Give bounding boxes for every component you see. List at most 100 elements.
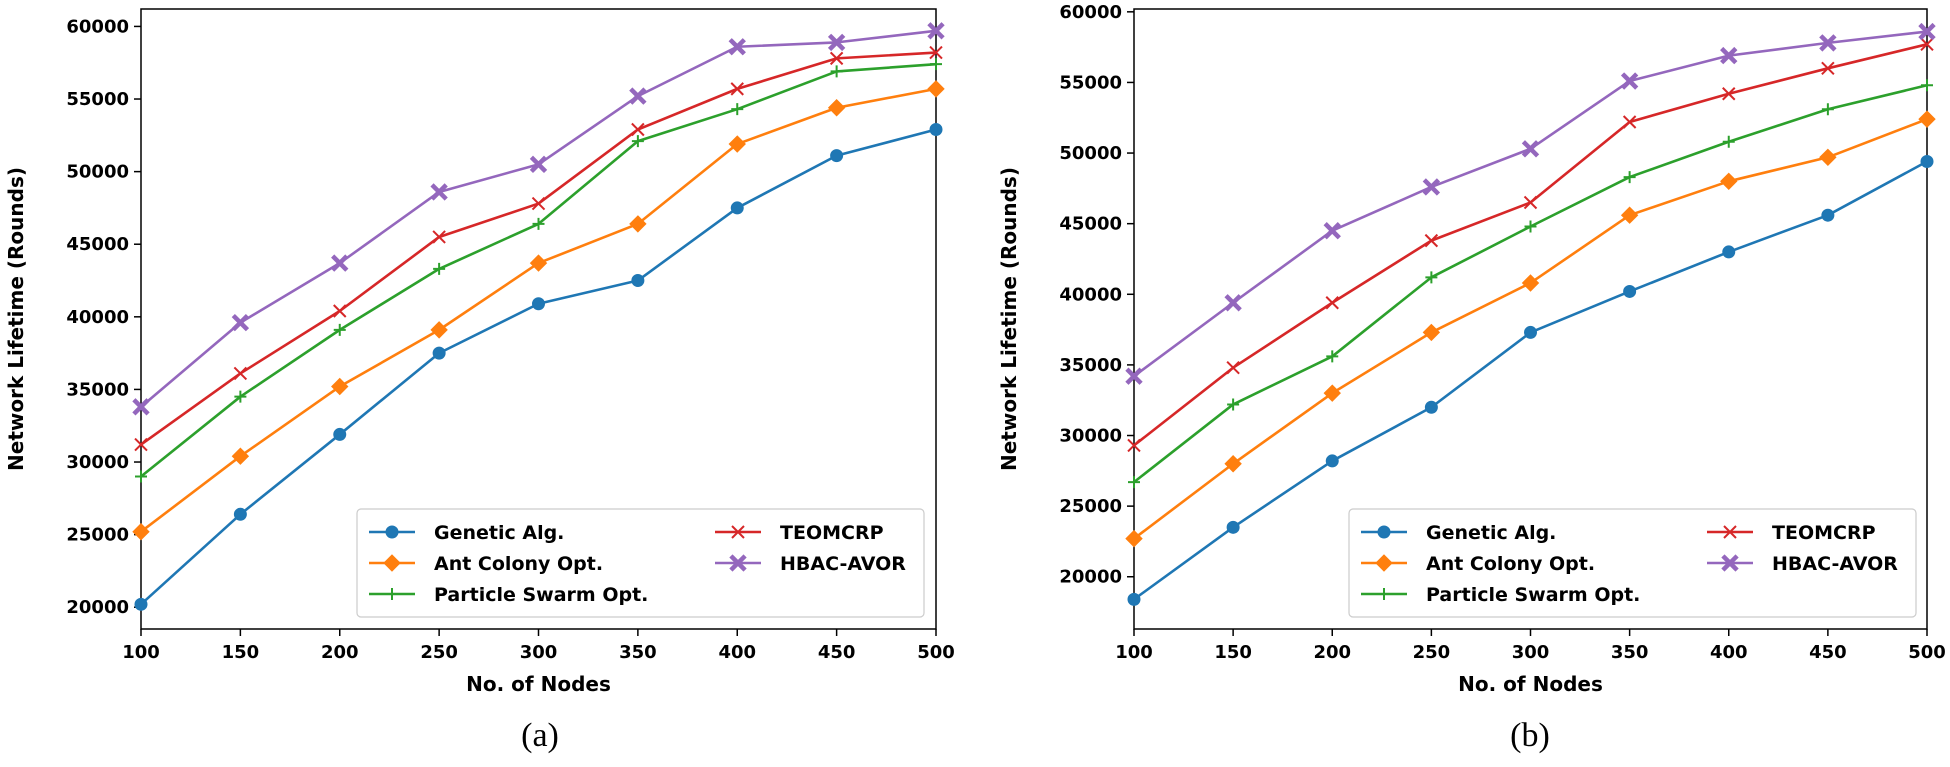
- data-point: [1521, 274, 1540, 292]
- x-tick-label: 150: [1214, 642, 1252, 663]
- y-tick-label: 50000: [66, 162, 129, 183]
- data-point: [331, 377, 349, 396]
- data-point: [829, 51, 844, 66]
- data-point: [830, 65, 843, 78]
- data-point: [432, 346, 446, 360]
- data-point: [631, 122, 645, 137]
- legend-label: Ant Colony Opt.: [1426, 553, 1595, 575]
- data-point: [827, 99, 846, 117]
- legend-label: HBAC-AVOR: [780, 553, 906, 575]
- y-axis-label: Network Lifetime (Rounds): [4, 167, 28, 471]
- data-point: [331, 254, 349, 272]
- x-tick-label: 400: [1710, 642, 1748, 663]
- legend-swatch-marker: [1375, 554, 1393, 572]
- x-axis-ticks: 100 150 200 250 300 350 400 450 500: [1115, 629, 1946, 663]
- data-point: [731, 103, 744, 116]
- data-point: [1224, 294, 1242, 312]
- x-tick-label: 300: [520, 642, 558, 663]
- series-genetic-alg: [134, 123, 943, 611]
- y-tick-label: 40000: [1059, 284, 1122, 305]
- y-tick-label: 55000: [66, 89, 129, 110]
- data-point: [1722, 245, 1736, 259]
- data-point: [1325, 296, 1339, 310]
- series-particle-swarm-opt: [135, 58, 942, 483]
- data-point: [529, 254, 548, 272]
- data-point: [1722, 87, 1736, 101]
- data-point: [929, 123, 943, 137]
- data-point: [1620, 72, 1639, 90]
- legend-item: Ant Colony Opt.: [1361, 553, 1595, 575]
- legend-swatch-marker: [1378, 588, 1390, 600]
- data-point: [132, 398, 150, 416]
- data-point: [1720, 46, 1738, 65]
- y-axis-ticks: 20000 25000 30000 35000 40000 45000 50000 55000…: [66, 16, 141, 618]
- legend-swatch-marker: [731, 525, 745, 539]
- data-point: [1622, 115, 1637, 129]
- legend-item: Genetic Alg.: [369, 522, 564, 544]
- data-point: [1920, 155, 1934, 169]
- legend-swatch-marker: [1721, 554, 1739, 572]
- y-axis-label: Network Lifetime (Rounds): [997, 167, 1021, 471]
- data-point: [730, 201, 744, 215]
- data-point: [1821, 103, 1834, 116]
- x-tick-label: 300: [1512, 642, 1550, 663]
- data-point: [1918, 110, 1936, 128]
- legend-box: [356, 508, 925, 618]
- data-point: [728, 38, 746, 56]
- data-point: [1224, 455, 1242, 473]
- legend-label: TEOMCRP: [780, 522, 884, 544]
- data-point: [1325, 454, 1339, 468]
- x-tick-label: 450: [1809, 642, 1847, 663]
- legend-label: Particle Swarm Opt.: [1426, 584, 1640, 606]
- series-genetic-alg: [1127, 155, 1934, 606]
- x-axis-label: No. of Nodes: [1458, 672, 1603, 696]
- legend-item: Particle Swarm Opt.: [369, 584, 648, 606]
- x-tick-label: 200: [1313, 642, 1351, 663]
- data-point: [1425, 271, 1438, 284]
- data-point: [234, 390, 247, 403]
- legend-swatch-marker: [729, 554, 747, 572]
- data-point: [730, 82, 744, 96]
- x-axis-label: No. of Nodes: [466, 672, 611, 696]
- y-tick-label: 35000: [66, 379, 129, 400]
- x-tick-label: 250: [1413, 642, 1451, 663]
- data-point: [1720, 172, 1738, 191]
- chart-panel-b: 100 150 200 250 300 350 400 450 500 20000 25000 300…: [997, 2, 1946, 754]
- data-point: [333, 323, 346, 336]
- legend-label: Particle Swarm Opt.: [434, 584, 648, 606]
- x-tick-label: 100: [1115, 642, 1153, 663]
- data-point: [1920, 37, 1934, 52]
- legend-box: [1348, 508, 1917, 618]
- legend: Genetic Alg. Ant Colony Opt. Particle Swar…: [1348, 508, 1917, 618]
- data-point: [532, 297, 545, 311]
- data-point: [1521, 140, 1540, 158]
- series-particle-swarm-opt: [1128, 79, 1933, 489]
- data-point: [1127, 592, 1141, 606]
- y-tick-label: 35000: [1059, 355, 1122, 376]
- x-tick-label: 250: [420, 642, 458, 663]
- legend-swatch-marker: [1723, 525, 1737, 539]
- data-point: [1422, 323, 1441, 342]
- legend-item: HBAC-AVOR: [715, 553, 906, 575]
- legend-label: Genetic Alg.: [1426, 522, 1556, 544]
- x-tick-label: 450: [818, 642, 856, 663]
- x-tick-label: 400: [718, 642, 756, 663]
- data-point: [631, 274, 645, 288]
- series-line: [140, 51, 937, 446]
- series-hbac-avor: [132, 22, 945, 416]
- y-tick-label: 20000: [66, 597, 129, 618]
- data-point: [1819, 148, 1837, 166]
- data-point: [930, 58, 942, 71]
- data-point: [333, 427, 347, 441]
- x-tick-label: 100: [122, 642, 160, 663]
- data-point: [629, 215, 647, 233]
- data-point: [1125, 529, 1143, 548]
- data-point: [1326, 350, 1339, 363]
- data-point: [134, 597, 148, 611]
- data-point: [1918, 22, 1936, 41]
- x-axis-ticks: 100 150 200 250 300 350 400 450 500: [122, 629, 955, 663]
- data-point: [1921, 79, 1933, 92]
- y-axis-ticks: 20000 25000 30000 35000 40000 45000 50000 55000…: [1059, 2, 1134, 588]
- data-point: [233, 507, 247, 521]
